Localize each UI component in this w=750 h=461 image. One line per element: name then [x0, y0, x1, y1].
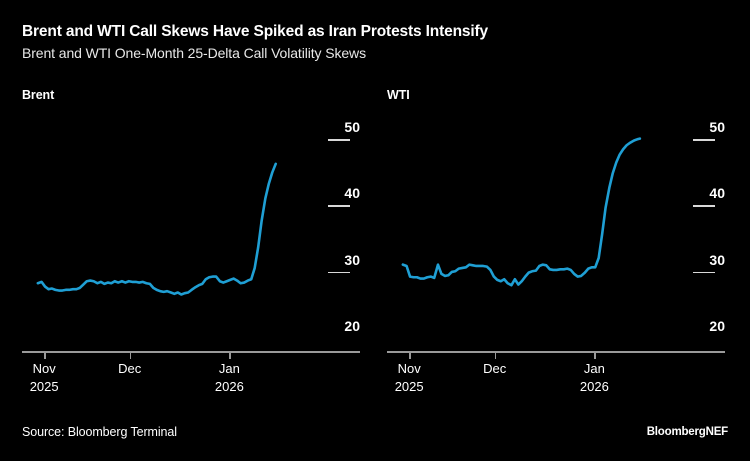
y-axis-tick-label: 20 — [709, 318, 725, 334]
y-axis-tick-mark — [693, 205, 715, 207]
page-title: Brent and WTI Call Skews Have Spiked as … — [22, 23, 489, 40]
x-axis-tick-mark — [129, 352, 132, 359]
chart-panel-brent: Brent 20 30 40 50 Nov 2025 Dec Jan 2026 — [0, 82, 375, 395]
x-axis-tick-mark — [229, 352, 231, 359]
x-axis-month: Dec — [118, 361, 142, 376]
x-axis-month: Nov — [32, 361, 56, 376]
panel-title-wti: WTI — [387, 88, 410, 102]
x-axis-tick-mark — [494, 352, 497, 359]
chart-svg — [401, 137, 642, 287]
x-axis-month: Jan — [218, 361, 240, 376]
chart-panel-wti: WTI 20 30 40 50 Nov 2025 Dec Jan 2026 — [375, 82, 750, 395]
y-axis-tick-label: 20 — [344, 318, 360, 334]
x-axis-year: 2025 — [29, 378, 59, 394]
data-line — [36, 162, 278, 296]
x-axis-month: Jan — [583, 361, 605, 376]
plot-area-wti: 20 30 40 50 Nov 2025 Dec Jan 2026 — [375, 82, 750, 395]
charts-container: Brent 20 30 40 50 Nov 2025 Dec Jan 2026 WTI 20 30… — [0, 82, 750, 395]
x-axis-tick-label: Nov 2025 — [379, 360, 439, 395]
data-line — [401, 137, 642, 287]
x-axis-line — [387, 351, 725, 353]
panel-title-brent: Brent — [22, 88, 55, 102]
x-axis-month: Nov — [397, 361, 421, 376]
plot-area-brent: 20 30 40 50 Nov 2025 Dec Jan 2026 — [0, 82, 375, 395]
x-axis-tick-label: Jan 2026 — [199, 360, 259, 395]
y-axis-tick-label: 50 — [709, 119, 725, 135]
source-note: Source: Bloomberg Terminal — [22, 425, 177, 439]
x-axis-tick-label: Jan 2026 — [564, 360, 624, 395]
y-axis-tick-mark — [328, 271, 350, 274]
x-axis-year: 2026 — [214, 378, 244, 394]
y-axis-tick-label: 30 — [709, 251, 725, 268]
brand-logo: BloombergNEF — [646, 426, 728, 438]
y-axis-tick-label: 50 — [344, 119, 360, 135]
x-axis-line — [22, 351, 360, 353]
x-axis-tick-mark — [44, 352, 46, 359]
y-axis-tick-label: 40 — [344, 185, 360, 202]
y-axis-tick-label: 40 — [709, 185, 725, 202]
x-axis-tick-label: Dec — [465, 360, 525, 378]
chart-header: Brent and WTI Call Skews Have Spiked as … — [0, 0, 750, 63]
chart-footer: Source: Bloomberg Terminal BloombergNEF — [0, 413, 750, 461]
chart-svg — [36, 162, 278, 296]
x-axis-tick-label: Nov 2025 — [14, 360, 74, 395]
x-axis-year: 2025 — [394, 378, 424, 394]
x-axis-year: 2026 — [579, 378, 609, 394]
x-axis-month: Dec — [483, 361, 507, 376]
page-subtitle: Brent and WTI One-Month 25-Delta Call Vo… — [22, 45, 366, 62]
y-axis-tick-label: 30 — [344, 251, 360, 268]
x-axis-tick-mark — [409, 352, 411, 359]
x-axis-tick-label: Dec — [100, 360, 160, 378]
y-axis-tick-mark — [693, 139, 715, 141]
y-axis-tick-mark — [328, 139, 350, 141]
y-axis-tick-mark — [693, 271, 715, 274]
y-axis-tick-mark — [328, 205, 350, 207]
x-axis-tick-mark — [594, 352, 596, 359]
